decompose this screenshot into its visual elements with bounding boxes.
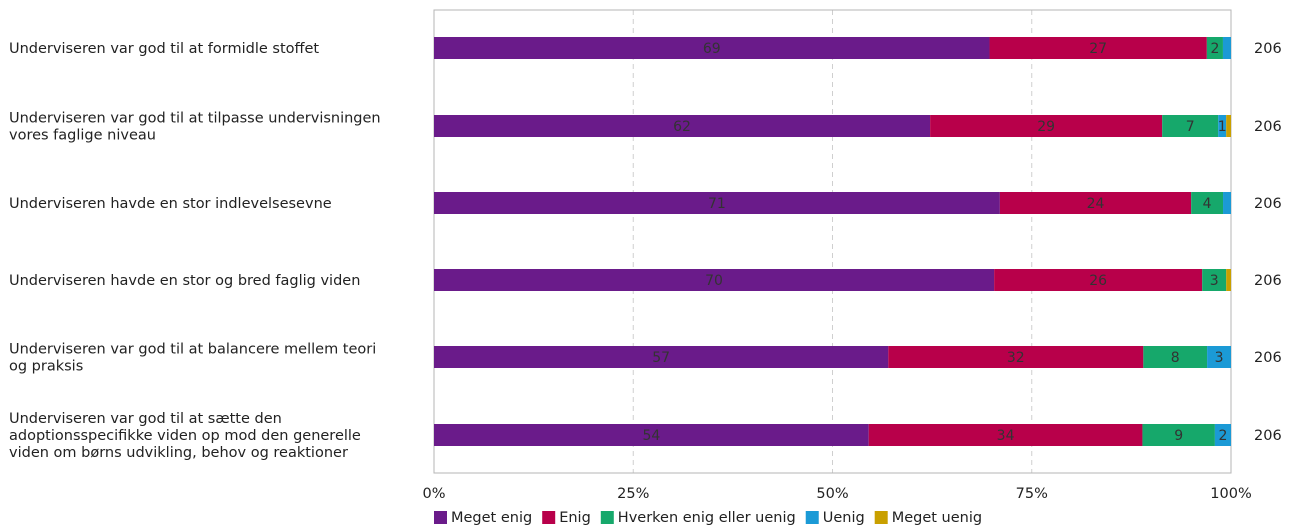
legend-swatch: [600, 511, 614, 524]
n-value-labels: 206 206 206 206 206 206: [1254, 41, 1282, 444]
bar-data-label: 26: [1089, 273, 1107, 289]
legend-label: Meget enig: [451, 510, 532, 526]
category-label: Underviseren havde en stor indlevelsesev…: [9, 196, 332, 212]
bar-data-label: 2: [1210, 41, 1219, 57]
category-label: og praksis: [9, 359, 83, 375]
bar-segment: [434, 424, 869, 446]
bar-data-label: 7: [1186, 119, 1195, 135]
bar-segment: [1226, 269, 1231, 291]
n-value-label: 206: [1254, 196, 1282, 212]
bar-segment: [434, 192, 1000, 214]
plot-area-frame: [433, 9, 1232, 474]
category-label: Underviseren var god til at balancere me…: [9, 342, 376, 358]
bar-segment: [1162, 115, 1219, 137]
n-value-label: 206: [1254, 273, 1282, 289]
category-label: viden om børns udvikling, behov og reakt…: [9, 445, 348, 461]
category-label: vores faglige niveau: [9, 128, 156, 144]
category-label: Underviseren havde en stor og bred fagli…: [9, 273, 360, 289]
bar-data-label: 9: [1174, 428, 1183, 444]
bar-data-label: 57: [652, 350, 670, 366]
x-tick-label: 50%: [816, 486, 848, 502]
category-label: Underviseren var god til at tilpasse und…: [9, 111, 381, 127]
n-value-label: 206: [1254, 428, 1282, 444]
bar-data-label: 3: [1210, 273, 1219, 289]
bar-segment: [930, 115, 1163, 137]
bar-segment: [434, 346, 889, 368]
bar-data-label: 1: [1218, 119, 1227, 135]
bar-data-label: 2: [1218, 428, 1227, 444]
bar-segment: [434, 115, 931, 137]
legend-label: Enig: [559, 510, 591, 526]
bar-data-label: 29: [1037, 119, 1055, 135]
bar-segment: [1202, 269, 1227, 291]
bar-data-label: 3: [1215, 350, 1224, 366]
bar-segment: [434, 269, 995, 291]
bar-segment: [1218, 115, 1227, 137]
legend-swatch: [434, 511, 447, 524]
bar-segment: [1222, 37, 1231, 59]
bar-data-label: 54: [642, 428, 660, 444]
x-tick-label: 0%: [422, 486, 445, 502]
bar-segment: [989, 37, 1207, 59]
bar-segment: [1143, 346, 1208, 368]
legend-swatch: [542, 511, 556, 524]
n-value-label: 206: [1254, 41, 1282, 57]
bar-segment: [888, 346, 1144, 368]
bar-data-label: 70: [705, 273, 723, 289]
legend-swatch: [805, 511, 819, 524]
n-value-label: 206: [1254, 350, 1282, 366]
bar-segment: [994, 269, 1203, 291]
bar-segment: [1223, 192, 1231, 214]
bar-data-label: 24: [1087, 196, 1105, 212]
bar-data-label: 32: [1007, 350, 1025, 366]
legend: Meget enig Enig Hverken enig eller uenig Ue…: [434, 510, 982, 526]
bar-segment: [868, 424, 1143, 446]
bar-data-label: 71: [708, 196, 726, 212]
bar-data-label: 4: [1203, 196, 1212, 212]
legend-label: Uenig: [823, 510, 865, 526]
category-label: Underviseren var god til at formidle sto…: [9, 41, 319, 57]
legend-label: Meget uenig: [892, 510, 982, 526]
bar-segment: [999, 192, 1192, 214]
bar-segment: [1142, 424, 1215, 446]
bar-data-label: 62: [673, 119, 691, 135]
bar-data-label: 34: [997, 428, 1015, 444]
legend-swatch: [874, 511, 888, 524]
x-tick-label: 25%: [617, 486, 649, 502]
x-tick-label: 75%: [1016, 486, 1048, 502]
x-tick-label: 100%: [1210, 486, 1251, 502]
chart-gridlines: [632, 10, 1033, 473]
bar-segment: [1191, 192, 1224, 214]
bar-data-label: 8: [1171, 350, 1180, 366]
category-label: adoptionsspecifikke viden op mod den gen…: [9, 428, 361, 444]
bar-segment: [1207, 346, 1231, 368]
bar-segment: [1226, 115, 1231, 137]
bar-segment: [1206, 37, 1223, 59]
x-axis-ticks: 0% 25% 50% 75% 100%: [422, 486, 1251, 502]
bar-data-label: 69: [703, 41, 721, 57]
category-label: Underviseren var god til at sætte den: [9, 411, 282, 427]
legend-label: Hverken enig eller uenig: [618, 510, 796, 526]
category-labels: Underviseren var god til at formidle sto…: [9, 41, 381, 461]
chart-bars: 69 27 262 29 7 171 24 470 26 357 32 8 354 34 9 2: [434, 37, 1231, 446]
bar-segment: [434, 37, 990, 59]
n-value-label: 206: [1254, 119, 1282, 135]
bar-data-label: 27: [1089, 41, 1107, 57]
bar-segment: [1214, 424, 1231, 446]
